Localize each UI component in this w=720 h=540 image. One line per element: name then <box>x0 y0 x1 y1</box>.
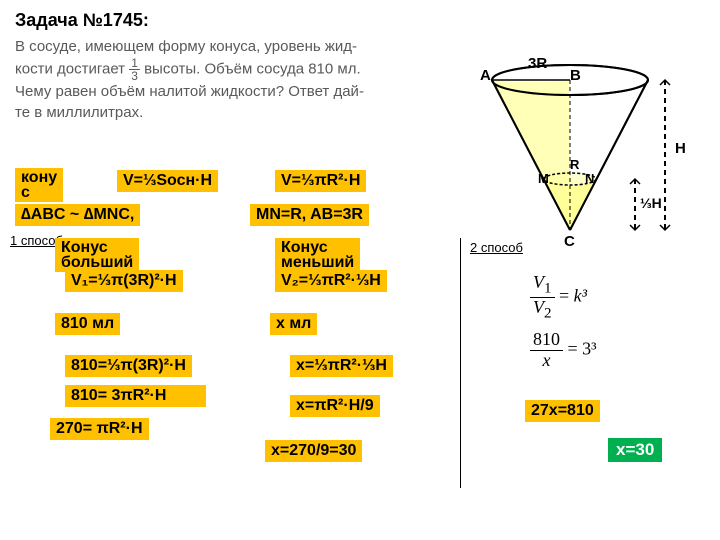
problem-line3: Чему равен объём налитой жидкости? Ответ… <box>15 83 364 100</box>
box-cone-word: кону с <box>15 168 63 202</box>
cone-diagram: A B 3R M N R C H ⅓H <box>470 55 700 245</box>
cone-label-r: R <box>570 157 579 172</box>
divider <box>460 238 461 488</box>
problem-line1: В сосуде, имеющем форму конуса, уровень … <box>15 38 357 55</box>
cone-label-h: H <box>675 140 686 157</box>
problem-line2a: кости достигает <box>15 61 129 78</box>
problem-text: В сосуде, имеющем форму конуса, уровень … <box>15 37 435 123</box>
box-x-eq1: x=⅓πR²·⅓H <box>290 355 393 377</box>
box-xml: x мл <box>270 313 317 335</box>
cone-label-3r: 3R <box>528 55 547 72</box>
box-v-pir2h: V=⅓πR²·H <box>275 170 366 192</box>
box-x-eq2: x=πR²·H/9 <box>290 395 380 417</box>
box-v1: V₁=⅓π(3R)²·H <box>65 270 183 292</box>
cone-label-hthird: ⅓H <box>640 195 662 211</box>
answer-box: x=30 <box>608 438 662 462</box>
problem-fraction: 13 <box>129 57 140 82</box>
method2-label: 2 способ <box>470 240 523 255</box>
box-mn-ab: MN=R, AB=3R <box>250 204 369 226</box>
box-270: 270= πR²·H <box>50 418 149 440</box>
box-v2: V₂=⅓πR²·⅓H <box>275 270 387 292</box>
box-v-osn: V=⅓Sосн·H <box>117 170 218 192</box>
box-810pi: 810=⅓π(3R)²·H <box>65 355 192 377</box>
cone-label-m: M <box>538 171 549 186</box>
box-810ml: 810 мл <box>55 313 120 335</box>
box-810-3: 810= 3πR²·H <box>65 385 206 407</box>
page-title: Задача №1745: <box>15 10 705 31</box>
box-similar: ∆ABC ~ ∆MNC, <box>15 204 140 226</box>
formula-ratio-33: 810x = 3³ <box>530 330 597 371</box>
cone-label-b: B <box>570 67 581 84</box>
box-small-cone: Конус меньший <box>275 238 360 272</box>
cone-label-c: C <box>564 233 575 250</box>
problem-line4: те в миллилитрах. <box>15 104 143 121</box>
box-big-cone: Конус больший <box>55 238 139 272</box>
formula-ratio-k3: V1V2 = k³ <box>530 273 587 322</box>
box-x-eq3: x=270/9=30 <box>265 440 362 462</box>
problem-line2b: высоты. Объём сосуда 810 мл. <box>144 61 361 78</box>
cone-label-n: N <box>585 171 594 186</box>
cone-label-a: A <box>480 67 491 84</box>
box-27x: 27x=810 <box>525 400 600 422</box>
